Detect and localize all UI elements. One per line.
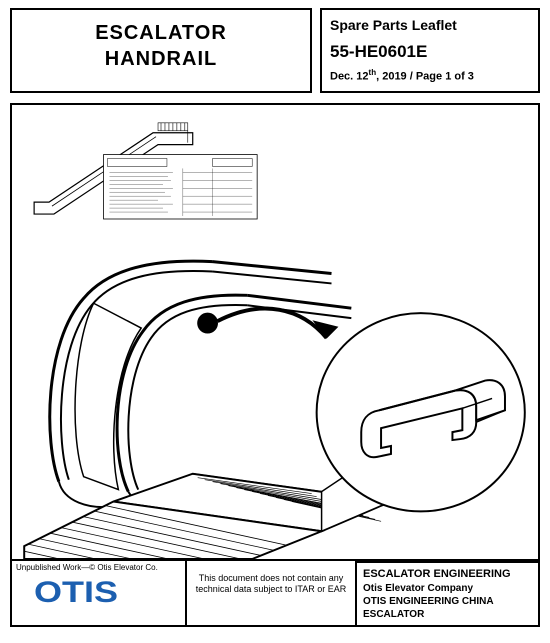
- handrail-detail-circle: [317, 314, 525, 512]
- product-name: ESCALATOR: [363, 608, 532, 621]
- copyright-text: Unpublished Work—© Otis Elevator Co.: [16, 563, 181, 572]
- document-title: ESCALATOR HANDRAIL: [18, 20, 304, 72]
- doc-type: Spare Parts Leaflet: [330, 16, 530, 36]
- doc-number: 55-HE0601E: [330, 40, 530, 64]
- doc-date-page: Dec. 12th, 2019 / Page 1 of 3: [330, 67, 530, 85]
- dept-name: ESCALATOR ENGINEERING: [363, 567, 532, 581]
- footer-left: Unpublished Work—© Otis Elevator Co. OTI…: [10, 561, 185, 626]
- company-name: Otis Elevator Company: [363, 582, 532, 595]
- footer-engineering-block: ESCALATOR ENGINEERING Otis Elevator Comp…: [355, 561, 540, 626]
- technical-drawing: [10, 103, 540, 561]
- title-box: ESCALATOR HANDRAIL: [10, 8, 312, 93]
- otis-logo: OTIS: [34, 576, 210, 610]
- document-info-box: Spare Parts Leaflet 55-HE0601E Dec. 12th…: [320, 8, 540, 93]
- division-name: OTIS ENGINEERING CHINA: [363, 595, 532, 608]
- footer-disclaimer: This document does not contain any techn…: [185, 561, 355, 626]
- escalator-handrail-illustration-svg: [12, 105, 538, 559]
- escalator-side-profile: [34, 123, 257, 219]
